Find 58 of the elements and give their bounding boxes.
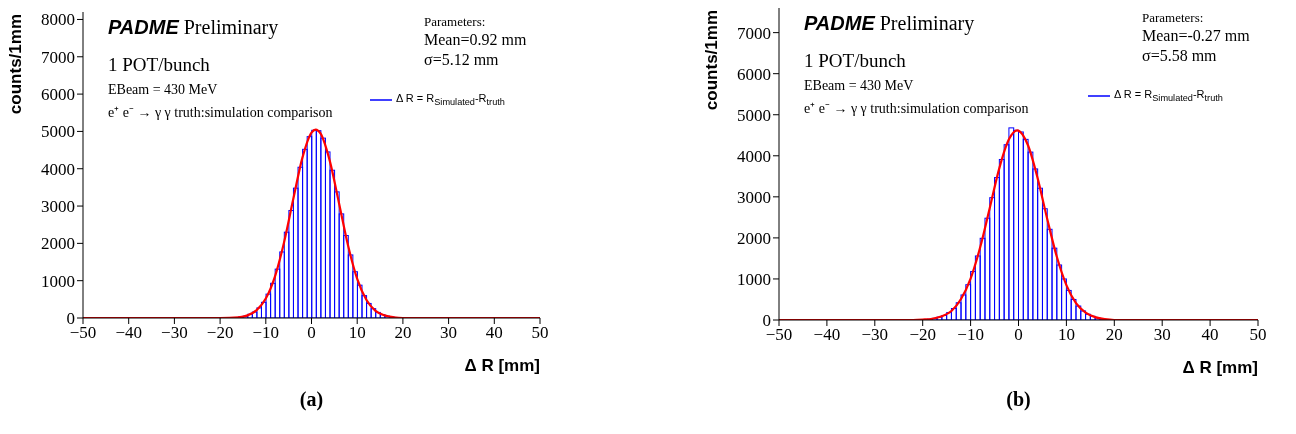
x-tick-label: −40: [813, 325, 841, 345]
x-tick-label: 10: [1057, 325, 1075, 345]
annotation: EBeam = 430 MeV: [804, 78, 914, 94]
x-tick-label: −10: [252, 323, 280, 343]
y-axis-title: counts/1mm: [702, 10, 721, 111]
x-axis-title: Δ R [mm]: [464, 356, 540, 376]
y-tick-label: 1000: [41, 271, 75, 291]
y-tick-label: 1000: [737, 269, 771, 289]
annotation: e⁺ e⁻ → γ γ truth:simulation comparison: [108, 104, 333, 121]
x-tick-label: −50: [765, 325, 793, 345]
x-tick-label: 0: [1014, 325, 1023, 345]
x-tick-label: −30: [861, 325, 889, 345]
annotation: σ=5.12 mm: [424, 51, 499, 69]
annotation: PADME Preliminary: [108, 16, 279, 39]
x-tick-label: 40: [485, 323, 503, 343]
y-tick-label: 2000: [737, 228, 771, 248]
x-tick-label: −20: [909, 325, 936, 345]
y-tick-label: 6000: [41, 85, 75, 105]
x-tick-label: 50: [531, 323, 549, 343]
x-tick-label: 30: [440, 323, 458, 343]
y-tick-label: 4000: [41, 159, 75, 179]
y-tick-label: 7000: [41, 47, 75, 67]
y-tick-label: 7000: [737, 23, 771, 43]
y-tick-label: 3000: [737, 187, 771, 207]
x-tick-label: 30: [1153, 325, 1171, 345]
annotation: Parameters:: [1142, 10, 1204, 26]
annotation: EBeam = 430 MeV: [108, 82, 218, 98]
text: (a): [298, 388, 325, 411]
legend-label: Δ R = R$_{Simulated}$-R$_{truth}$: [396, 92, 505, 108]
x-tick-label: 40: [1201, 325, 1219, 345]
x-tick-label: 20: [394, 323, 412, 343]
annotation: σ=5.58 mm: [1142, 47, 1217, 65]
x-tick-label: −10: [957, 325, 984, 345]
y-tick-label: 8000: [41, 10, 75, 30]
x-tick-label: 10: [348, 323, 366, 343]
annotation: PADME Preliminary: [804, 12, 975, 35]
y-axis-title: counts/1mm: [6, 14, 25, 115]
x-tick-label: −30: [161, 323, 188, 343]
annotation: 1 POT/bunch: [804, 50, 906, 72]
x-tick-label: 0: [307, 323, 316, 343]
x-axis-title: Δ R [mm]: [1182, 358, 1258, 378]
y-tick-label: 5000: [737, 105, 771, 125]
x-tick-label: 50: [1249, 325, 1267, 345]
text: (b): [1005, 388, 1032, 411]
x-tick-label: 20: [1105, 325, 1123, 345]
legend-label: Δ R = R$_{Simulated}$-R$_{truth}$: [1114, 88, 1223, 104]
y-tick-label: 6000: [737, 64, 771, 84]
annotation: 1 POT/bunch: [108, 54, 210, 76]
annotation: Mean=-0.27 mm: [1142, 27, 1250, 45]
y-tick-label: 5000: [41, 122, 75, 142]
y-tick-label: 4000: [737, 146, 771, 166]
y-tick-label: 3000: [41, 197, 75, 217]
annotation: Parameters:: [424, 14, 486, 30]
y-tick-label: 2000: [41, 234, 75, 254]
x-tick-label: −20: [206, 323, 234, 343]
x-tick-label: −40: [115, 323, 142, 343]
annotation: e⁺ e⁻ → γ γ truth:simulation comparison: [804, 100, 1029, 117]
annotation: Mean=0.92 mm: [424, 31, 527, 49]
